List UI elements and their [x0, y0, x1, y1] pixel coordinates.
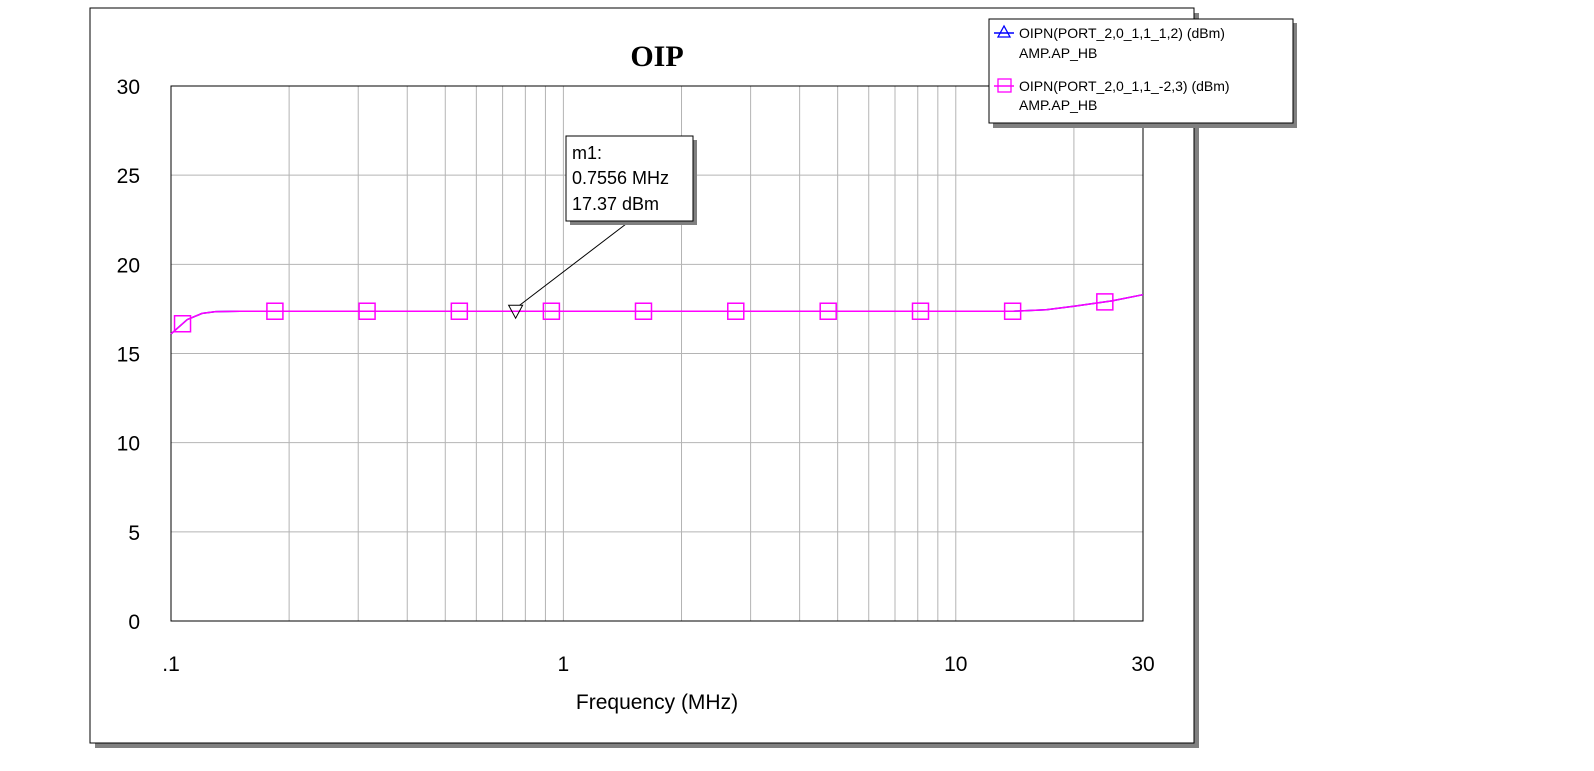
y-tick-label: 15 [117, 344, 140, 367]
series-2-square-marker [819, 302, 837, 320]
y-axis: 0 5 10 15 20 25 30 [117, 76, 140, 634]
square-marker-icon [997, 78, 1012, 93]
plot-border [170, 85, 1144, 622]
series-2-square-marker [266, 302, 284, 320]
series-2-square-marker [1096, 293, 1114, 311]
x-tick-label: 10 [944, 653, 967, 676]
series-line-2 [170, 293, 1144, 335]
series-2-square-marker [1003, 302, 1022, 320]
x-axis: .1 1 10 30 [162, 653, 1154, 676]
y-tick-label: 0 [128, 611, 140, 634]
y-tick-label: 5 [128, 522, 140, 545]
series-2-square-marker [542, 302, 561, 320]
legend-label-series-1: OIPN(PORT_2,0_1,1_1,2) (dBm) [1019, 25, 1225, 41]
series-2-square-marker [173, 315, 192, 333]
marker-leader-line [519, 223, 627, 306]
marker-triangle-icon[interactable] [507, 304, 524, 320]
series-2-square-marker [727, 302, 745, 320]
x-tick-label: 1 [558, 653, 570, 676]
chart-title: OIP [630, 40, 683, 73]
series-layer [170, 293, 1144, 335]
y-tick-label: 10 [117, 433, 140, 456]
x-tick-label: 30 [1131, 653, 1154, 676]
marker-box[interactable] [565, 135, 694, 222]
series-2-square-marker [358, 302, 376, 320]
legend-sublabel-series-2: AMP.AP_HB [1019, 97, 1097, 113]
y-tick-label: 20 [117, 254, 140, 277]
marker-name: m1: [572, 143, 602, 163]
grid [171, 86, 1143, 621]
legend-entry-series-1[interactable]: OIPN(PORT_2,0_1,1_1,2) (dBm) AMP.AP_HB [994, 24, 1225, 61]
marker-m1[interactable]: m1: 0.7556 MHz 17.37 dBm [507, 135, 697, 320]
marker-value: 17.37 dBm [572, 194, 659, 214]
series-2-square-marker [911, 302, 930, 320]
marker-frequency: 0.7556 MHz [572, 168, 669, 188]
legend-box [988, 18, 1294, 124]
x-axis-label: Frequency (MHz) [576, 691, 738, 714]
legend-entry-series-2[interactable]: OIPN(PORT_2,0_1,1_-2,3) (dBm) AMP.AP_HB [994, 78, 1230, 113]
legend-label-series-2: OIPN(PORT_2,0_1,1_-2,3) (dBm) [1019, 78, 1230, 94]
triangle-marker-icon [996, 24, 1012, 38]
y-tick-label: 25 [117, 165, 140, 188]
series-2-square-marker [634, 302, 653, 320]
y-tick-label: 30 [117, 76, 140, 99]
legend-sublabel-series-1: AMP.AP_HB [1019, 45, 1097, 61]
series-2-square-marker [450, 302, 469, 320]
legend[interactable]: OIPN(PORT_2,0_1,1_1,2) (dBm) AMP.AP_HB O… [988, 18, 1297, 128]
x-tick-label: .1 [162, 653, 180, 676]
